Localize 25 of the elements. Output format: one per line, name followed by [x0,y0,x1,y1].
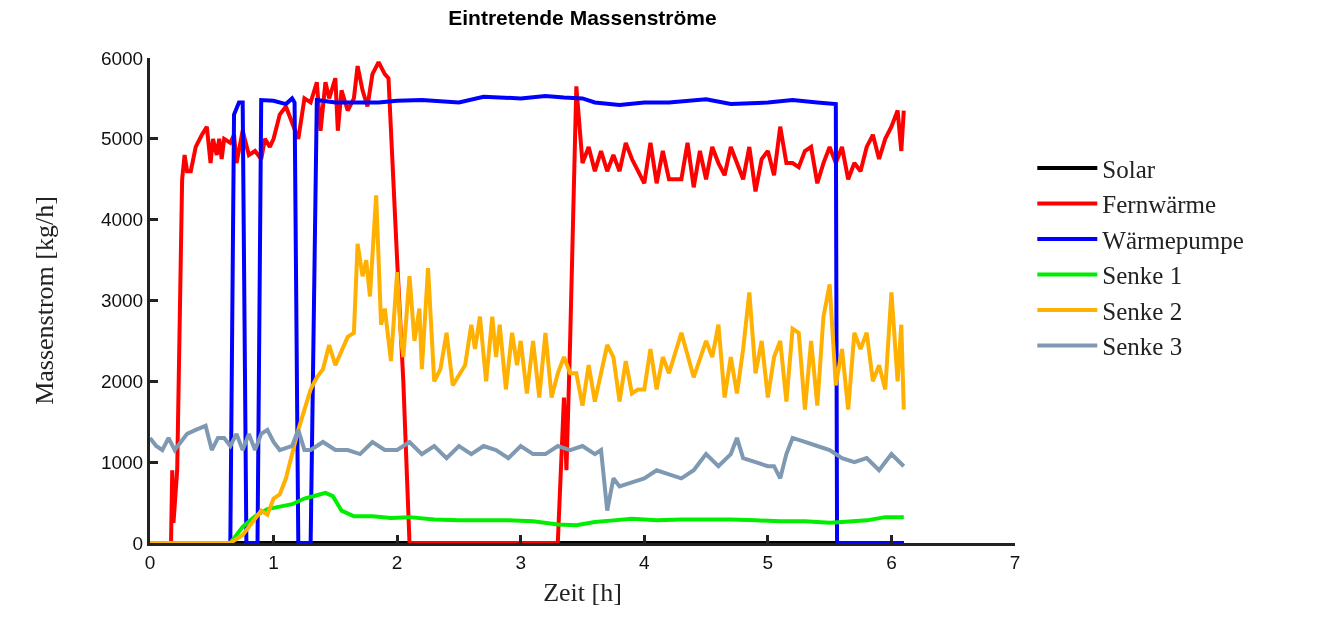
y-tick-label: 4000 [100,209,144,231]
y-tick-label: 1000 [100,451,144,473]
legend-label: Senke 2 [1102,297,1183,325]
x-tick-label: 3 [515,551,526,573]
y-tick-label: 2000 [100,370,144,392]
line-series [150,193,906,543]
y-tick-label: 0 [132,532,144,554]
legend-label: Senke 1 [1102,262,1183,290]
y-axis-title: Massenstrom [kg/h] [30,196,60,405]
x-tick-label: 5 [762,551,774,573]
y-tick-label: 6000 [100,47,144,69]
legend-label: Fernwärme [1102,191,1217,219]
y-tick-label: 5000 [100,128,144,150]
line-series [150,423,906,513]
x-tick-label: 4 [639,551,650,573]
x-tick-label: 2 [391,551,403,573]
legend-label: Wärmepumpe [1102,226,1244,254]
x-axis-title: Zeit [h] [543,578,622,608]
x-tick-label: 7 [1009,551,1021,573]
x-tick-label: 1 [268,551,279,573]
chart-title: Eintretende Massenströme [448,5,717,29]
legend-label: Senke 3 [1102,333,1183,361]
y-tick-label: 3000 [100,290,144,312]
legend-label: Solar [1102,155,1156,183]
x-tick-label: 6 [886,551,897,573]
